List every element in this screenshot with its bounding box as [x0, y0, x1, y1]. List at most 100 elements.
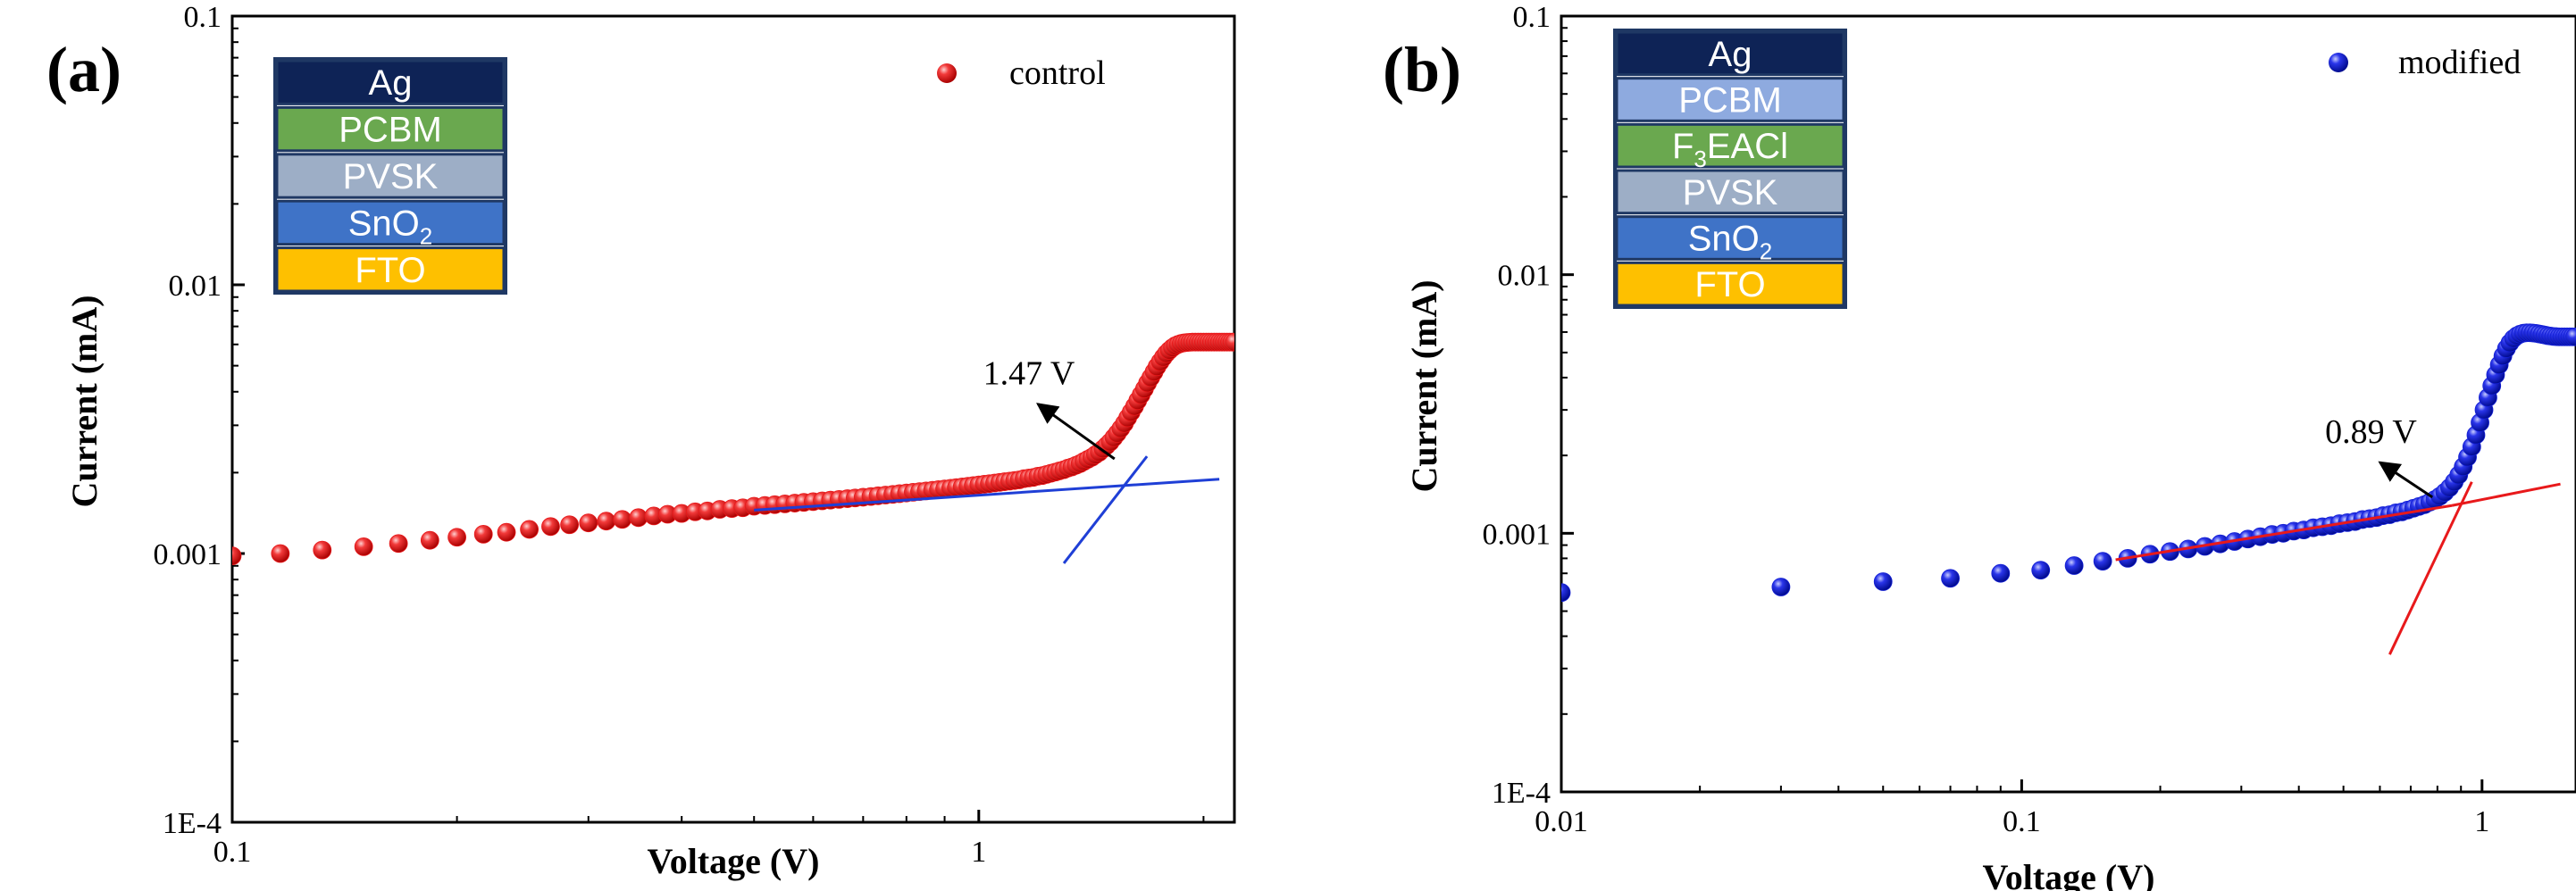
- y-tick-label: 1E-4: [163, 807, 222, 840]
- layer-label-main: Ag: [369, 63, 413, 103]
- legend-marker: [2329, 53, 2348, 72]
- panel-label: (b): [1383, 34, 1461, 105]
- layer-label-main: PVSK: [343, 157, 439, 196]
- plot-frame: [1560, 14, 2576, 794]
- x-axis-label: Voltage (V): [648, 841, 820, 881]
- device-layer-label: Ag: [369, 63, 413, 103]
- annotation-text: 0.89 V: [2325, 413, 2417, 451]
- layer-label-subscript: 3: [1694, 146, 1706, 172]
- data-point: [597, 512, 616, 531]
- layer-label-main: FTO: [355, 251, 425, 290]
- data-point: [420, 530, 439, 550]
- device-layer: [1615, 215, 1845, 261]
- data-point: [1873, 572, 1893, 591]
- device-layer-label: F3EACl: [1672, 127, 1788, 172]
- data-point: [2064, 556, 2084, 575]
- device-layer-label: Ag: [1709, 35, 1752, 74]
- device-layer-label: FTO: [355, 251, 425, 290]
- data-point: [389, 534, 408, 554]
- y-tick-label: 0.001: [1483, 518, 1551, 551]
- x-tick-label: 0.1: [213, 836, 252, 869]
- legend-marker: [937, 63, 957, 83]
- x-tick-label: 0.01: [1535, 805, 1588, 838]
- annotation-text: 1.47 V: [983, 355, 1075, 393]
- device-layer: [1615, 77, 1845, 122]
- data-point: [473, 524, 493, 544]
- data-point: [613, 510, 632, 529]
- y-tick-label: 0.01: [1498, 260, 1551, 293]
- data-point: [447, 528, 467, 547]
- y-tick-label: 0.01: [169, 270, 222, 303]
- device-layer: [1615, 169, 1845, 215]
- data-layer: [232, 332, 1234, 566]
- device-layer: [275, 105, 506, 153]
- device-layer-label: SnO2: [1688, 220, 1773, 265]
- layer-label-main: F: [1672, 127, 1694, 166]
- fit-line: [1062, 455, 1149, 564]
- panel-b: 1E-4 0.001 0.01 0.1 0.01 0.1 1 Voltage (V) Curre…: [1383, 1, 2576, 891]
- device-layer: [1615, 122, 1845, 169]
- device-layer: [275, 246, 506, 293]
- data-point: [2031, 561, 2051, 580]
- device-layer: [275, 59, 506, 105]
- fit-line: [2451, 482, 2561, 507]
- legend-label: control: [1009, 54, 1106, 92]
- x-tick-label: 0.1: [2003, 805, 2041, 838]
- legend-label: modified: [2398, 44, 2521, 81]
- layer-label-main: PVSK: [1683, 173, 1778, 212]
- device-layer: [1615, 30, 1845, 77]
- device-layer-label: PVSK: [1683, 173, 1778, 212]
- data-layer: [1561, 323, 2576, 655]
- device-stack-frame: [1613, 29, 1847, 309]
- layer-label-main: SnO: [1688, 220, 1760, 259]
- data-point: [579, 513, 598, 533]
- annotation-arrow: [2378, 461, 2434, 499]
- fit-line: [2388, 481, 2473, 655]
- data-point: [354, 537, 373, 556]
- x-tick-label: 1: [971, 836, 986, 869]
- plot-frame: [230, 14, 1236, 824]
- device-layer: [1615, 261, 1845, 307]
- layer-label-main: PCBM: [339, 111, 442, 150]
- x-tick-label: 1: [2474, 805, 2489, 838]
- device-layer-label: PCBM: [1678, 81, 1782, 121]
- fit-line: [2115, 504, 2453, 562]
- device-stack-frame: [273, 57, 507, 295]
- data-point: [1771, 578, 1791, 596]
- device-layer-label: PVSK: [343, 157, 439, 196]
- data-point: [520, 520, 539, 539]
- data-point: [1941, 569, 1960, 588]
- data-point: [1991, 563, 2011, 583]
- data-point: [541, 517, 560, 537]
- device-layer: [275, 199, 506, 246]
- y-tick-label: 1E-4: [1492, 777, 1551, 810]
- y-tick-label: 0.1: [1513, 1, 1551, 34]
- panel-label: (a): [46, 34, 121, 105]
- data-point: [2565, 327, 2576, 346]
- device-layer-label: SnO2: [348, 204, 433, 249]
- data-point: [497, 522, 516, 542]
- y-tick-label: 0.001: [154, 538, 222, 571]
- y-axis-label: Current (mA): [1404, 279, 1444, 492]
- y-axis-label: Current (mA): [64, 295, 105, 507]
- data-point: [271, 544, 290, 563]
- layer-label-after: EACl: [1707, 127, 1788, 166]
- device-layer-label: PCBM: [339, 111, 442, 150]
- fit-line: [754, 478, 1220, 512]
- data-point: [2093, 552, 2112, 570]
- layer-label-subscript: 2: [1760, 238, 1772, 265]
- data-point: [1561, 583, 1571, 603]
- device-layer-label: FTO: [1694, 265, 1765, 304]
- data-point: [313, 540, 332, 560]
- annotation-arrow: [1036, 403, 1116, 461]
- data-point: [560, 515, 580, 535]
- layer-label-main: PCBM: [1678, 81, 1782, 121]
- device-layer: [275, 153, 506, 199]
- y-tick-label: 0.1: [184, 1, 222, 34]
- layer-label-subscript: 2: [420, 222, 432, 249]
- data-point: [232, 546, 242, 566]
- data-point: [1225, 332, 1234, 352]
- layer-label-main: SnO: [348, 204, 420, 243]
- layer-label-main: Ag: [1709, 35, 1752, 74]
